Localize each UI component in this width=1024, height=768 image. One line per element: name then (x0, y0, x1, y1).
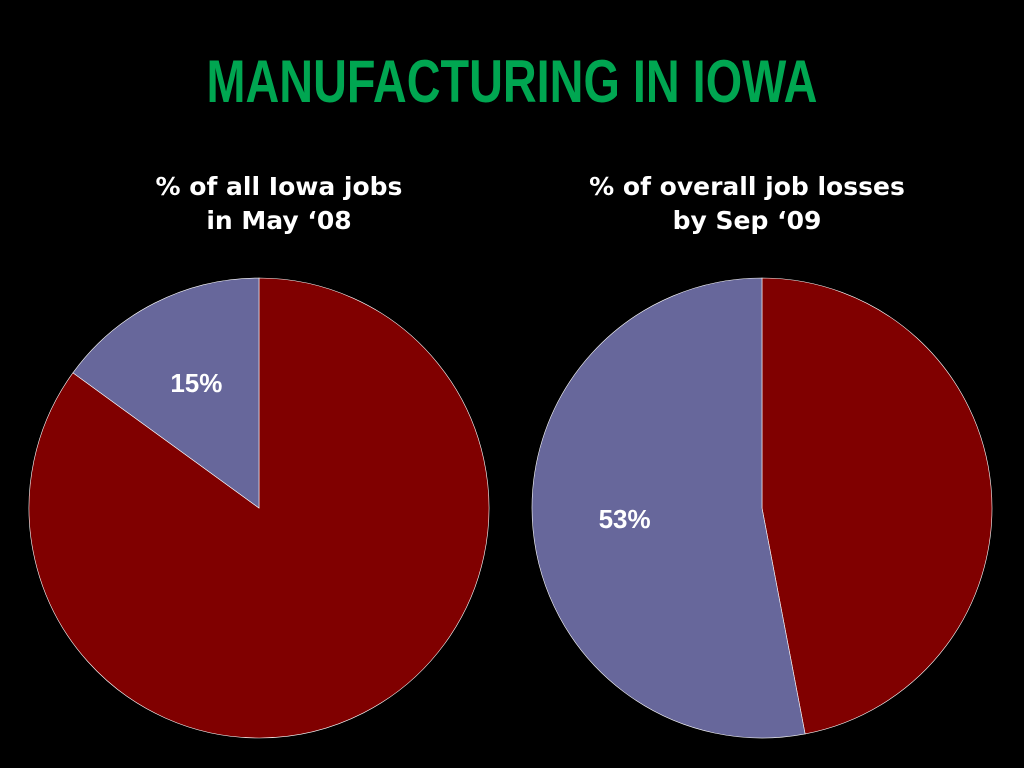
pie-slice (761, 277, 993, 735)
pie-slice (531, 277, 806, 739)
chart-title: % of all Iowa jobs in May ‘08 (155, 172, 403, 235)
data-label: 53% (599, 504, 651, 534)
pie-slice (72, 277, 260, 509)
chart-title: % of overall job losses by Sep ‘09 (589, 172, 905, 235)
data-label: 15% (170, 368, 222, 398)
slide-title: MANUFACTURING IN IOWA (206, 48, 818, 115)
